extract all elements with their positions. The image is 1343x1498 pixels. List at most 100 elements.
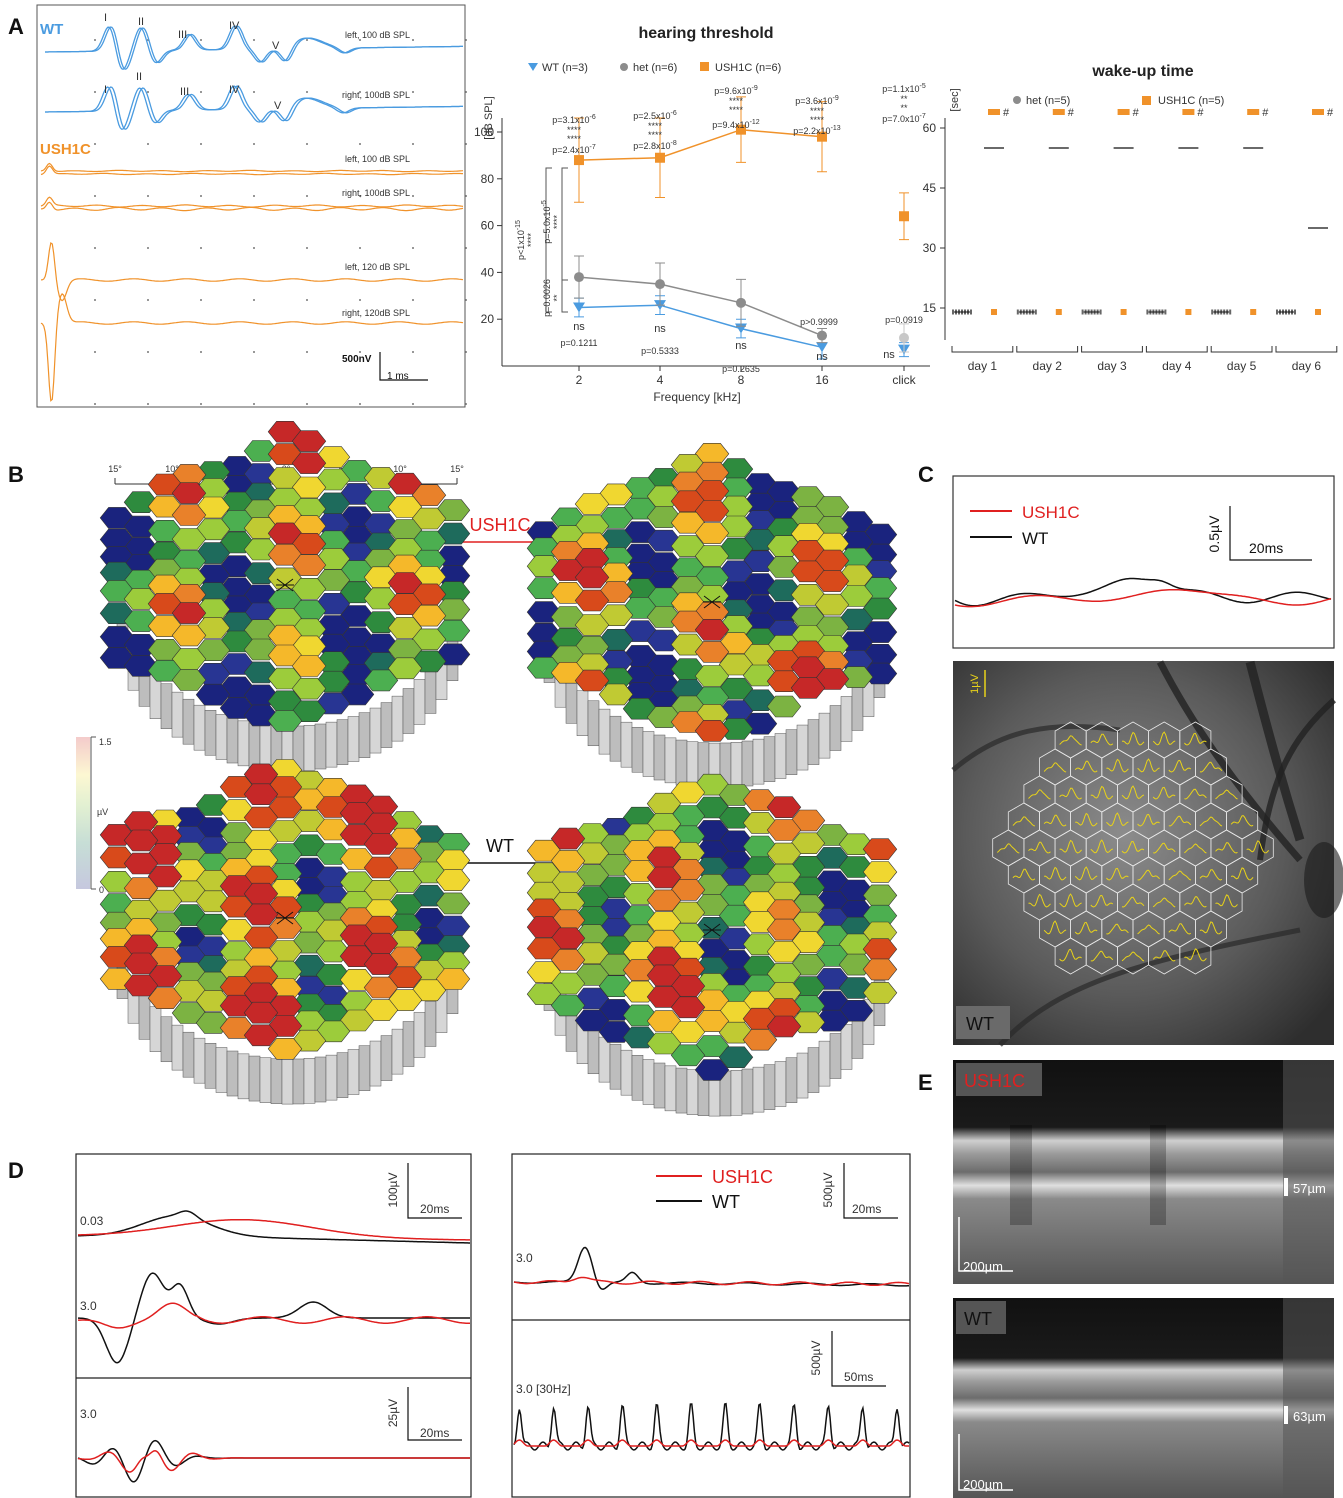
hex-wall [785,729,798,775]
hex-cell [387,657,423,680]
oct-scale-bar [958,1217,1013,1272]
d-legend-wt: WT [712,1192,740,1212]
ush1c-point [1182,109,1195,115]
significance-stars: **** [648,121,663,131]
hash-marker: # [1197,107,1204,119]
grid-dot [465,39,467,41]
hex-cell [243,1001,279,1024]
d-scale-bar [831,1331,886,1387]
fundus-trace [1075,812,1098,827]
hex-wall [325,721,338,768]
hex-wall [204,709,217,756]
hex-cell [550,949,586,971]
hex-cell [574,493,610,515]
fundus-trace [1074,921,1098,935]
hex-cell [219,895,255,918]
hex-wall [741,740,754,787]
fundus-label-box [956,1006,1010,1039]
fundus-trace [1184,896,1207,908]
wake-plot: # # # # # # [952,107,1334,315]
hex-wall [259,1057,272,1103]
data-point [899,211,909,222]
ush1c-low-point [1250,309,1257,315]
grid-dot [200,39,202,41]
fundus-image [953,661,1334,1045]
hex-wall [840,696,853,742]
oct-ush1c-label: USH1C [964,1071,1025,1091]
d-legend-ush1c: USH1C [712,1167,773,1187]
hex-cell [219,697,255,719]
grid-dot [359,39,361,41]
ush1c-low-point [1055,309,1062,315]
hash-marker: # [1133,107,1140,119]
ush1c-point [1312,109,1324,115]
hex-cell [411,604,447,627]
hash-marker: # [1068,107,1075,119]
grid-dot [465,143,467,145]
day-label: day 3 [1097,359,1127,373]
grid-dot [253,143,255,145]
abr-wt-trace [45,25,463,71]
d-scale-bar [407,1163,462,1219]
hex-wall [171,691,184,738]
abr-traces [40,25,464,402]
wave-label: I [104,84,107,96]
grid-dot [200,299,202,301]
hex-wall [358,1045,371,1091]
data-point [817,131,827,142]
grid-dot [359,91,361,93]
grid-dot [412,143,414,145]
data-point [816,342,828,353]
p-value: p=7.0x10-7 [882,113,926,124]
bracket-stars: **** [526,233,536,248]
hex-wall [358,712,371,758]
hex-cell [694,522,730,544]
hearing-annotations: p=3.1x10-6********p=2.4x10-7p=2.5x10-6**… [515,83,926,374]
p-value: p=0.0919 [885,315,923,325]
significance-stars: **** [729,105,744,115]
d-ush1c-trace [77,1450,470,1473]
hex-cell [219,799,255,821]
hex-wall [336,1052,349,1098]
abr-ush1c-trace [40,293,464,402]
hex-wall [237,720,250,767]
fundus-trace [1168,815,1192,827]
fundus-trace [1137,869,1160,881]
hex-cell [766,1015,802,1038]
hex-wall [686,741,699,787]
hex-cell [742,911,778,933]
significance-stars: **** [729,96,744,106]
grid-dot [412,403,414,405]
hex-wall [653,734,666,781]
hearing-y-label: [dB SPL] [483,96,495,139]
fundus-trace [1106,812,1129,827]
wake-chart-title: wake-up time [1091,63,1193,80]
x-tick-label: 2 [576,373,583,387]
abr-trace-label: right, 100dB SPL [342,90,410,100]
grid-dot [147,299,149,301]
hex-cell [339,1009,375,1032]
hex-cell [550,582,586,604]
ns-label: ns [883,349,895,361]
c-legend-ush1c: USH1C [1022,503,1080,522]
c-scale-bar [1229,506,1312,561]
fundus-hex-cell [1241,829,1274,867]
hex-wall [631,726,644,773]
b-ush1c-label: USH1C [469,515,530,535]
hex-wall [160,1016,173,1063]
hex-cell [243,783,279,805]
significance-stars: ** [900,103,908,113]
hex-wall [226,1050,239,1097]
hex-wall [391,695,404,742]
c-trace-frame [952,475,1335,649]
grid-dot [306,247,308,249]
hex-wall [138,994,151,1040]
day-bracket [1145,346,1208,353]
d-scale-bar [843,1163,898,1219]
grid-dot [465,351,467,353]
hex-wall [620,1049,633,1096]
fundus-trace [1090,950,1114,962]
legend-het-marker [1013,96,1021,104]
hex-cell [814,593,850,616]
grid-dot [200,403,202,405]
